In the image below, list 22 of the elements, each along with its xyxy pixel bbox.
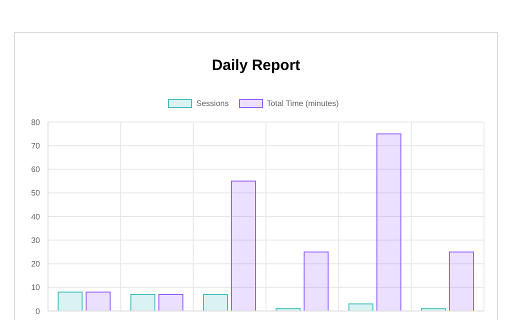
bar (376, 133, 402, 311)
y-tick-label: 40 (31, 212, 41, 222)
bar (231, 180, 256, 311)
y-tick-label: 70 (31, 141, 41, 150)
bar (203, 294, 228, 311)
y-tick-label: 80 (31, 118, 41, 127)
y-tick-label: 20 (31, 260, 41, 269)
y-tick-label: 0 (36, 306, 41, 316)
bar (130, 294, 156, 311)
y-tick-label: 50 (31, 188, 41, 198)
y-tick-label: 60 (31, 165, 41, 174)
y-tick-label: 10 (31, 283, 41, 292)
bar (158, 294, 184, 311)
legend-label: Sessions (195, 99, 229, 108)
bar (86, 292, 111, 311)
bar (449, 251, 474, 311)
bar (58, 292, 83, 311)
bar (304, 251, 329, 311)
bar (348, 303, 374, 311)
legend-label: Total Time (minutes) (266, 99, 339, 108)
chart-title: Daily Report (210, 57, 302, 74)
y-tick-label: 30 (31, 236, 41, 245)
